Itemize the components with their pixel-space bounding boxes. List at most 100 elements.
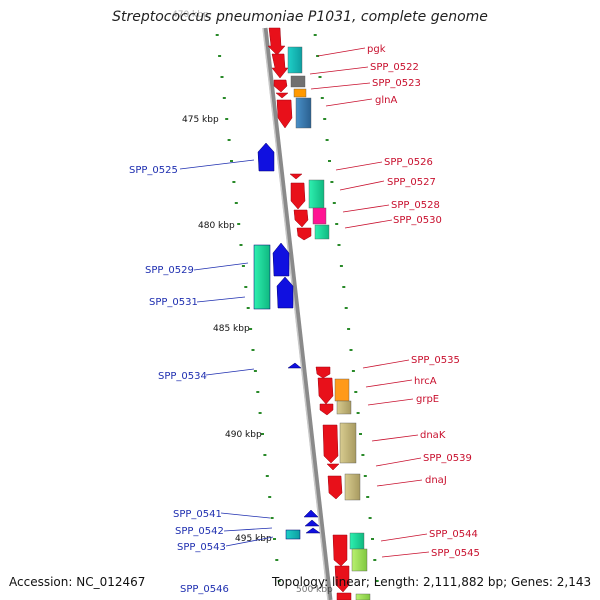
gene-arrow[interactable] xyxy=(273,79,288,93)
gene-arrow[interactable] xyxy=(336,592,352,600)
gene-box[interactable] xyxy=(351,548,368,572)
gene-arrow[interactable] xyxy=(272,242,290,277)
gene-label[interactable]: SPP_0529 xyxy=(145,265,194,276)
gene-label[interactable]: dnaK xyxy=(420,430,446,441)
gene-label[interactable]: glnA xyxy=(375,95,397,106)
gene-box[interactable] xyxy=(308,179,325,209)
guide-dot xyxy=(328,160,331,162)
gene-arrow[interactable] xyxy=(271,53,289,79)
gene-label[interactable]: SPP_0541 xyxy=(173,509,222,520)
guide-dot xyxy=(356,412,360,414)
gene-label[interactable]: SPP_0528 xyxy=(391,200,440,211)
guide-dot xyxy=(363,475,367,477)
gene-arrow[interactable] xyxy=(332,534,348,567)
guide-dot xyxy=(371,538,374,540)
gene-box[interactable] xyxy=(290,75,306,88)
gene-arrow[interactable] xyxy=(334,565,350,593)
gene-box[interactable] xyxy=(355,593,371,600)
gene-box[interactable] xyxy=(314,224,330,240)
gene-arrow[interactable] xyxy=(276,99,293,129)
guide-dot xyxy=(335,223,339,225)
gene-label[interactable]: SPP_0522 xyxy=(370,62,419,73)
guide-dot xyxy=(323,118,327,120)
gene-label[interactable]: SPP_0546 xyxy=(180,584,229,595)
gene-box[interactable] xyxy=(312,207,327,225)
gene-box[interactable] xyxy=(349,532,365,550)
gene-box[interactable] xyxy=(339,422,357,464)
tick-label: 485 kbp xyxy=(213,324,250,334)
gene-label[interactable]: dnaJ xyxy=(425,475,447,486)
gene-arrow[interactable] xyxy=(327,475,343,500)
gene-arrow[interactable] xyxy=(304,519,320,527)
gene-label[interactable]: SPP_0543 xyxy=(177,542,226,553)
gene-arrow[interactable] xyxy=(305,527,321,534)
guide-dot xyxy=(330,181,334,183)
gene-label[interactable]: SPP_0539 xyxy=(423,453,472,464)
guide-dot xyxy=(246,307,250,309)
gene-arrow[interactable] xyxy=(257,142,275,172)
guide-dot xyxy=(351,370,355,372)
gene-label[interactable]: SPP_0542 xyxy=(175,526,224,537)
gene-arrow[interactable] xyxy=(276,276,294,309)
guide-dot xyxy=(275,559,279,561)
guide-dot xyxy=(215,34,219,36)
gene-arrow[interactable] xyxy=(275,92,289,99)
right-labels xyxy=(309,47,430,558)
guide-dot xyxy=(339,265,343,267)
gene-arrow[interactable] xyxy=(326,463,340,471)
guide-dot xyxy=(361,454,365,456)
guide-dot xyxy=(222,97,226,99)
gene-label[interactable]: SPP_0530 xyxy=(393,215,442,226)
gene-label[interactable]: SPP_0545 xyxy=(431,548,480,559)
gene-box[interactable] xyxy=(253,244,271,310)
gene-label[interactable]: hrcA xyxy=(414,376,437,387)
guide-dot xyxy=(251,349,255,351)
gene-arrow[interactable] xyxy=(289,173,303,180)
guide-dot xyxy=(354,391,358,393)
guide-dot xyxy=(277,580,281,582)
gene-label[interactable]: SPP_0535 xyxy=(411,355,460,366)
gene-label[interactable]: pgk xyxy=(367,44,386,55)
gene-label[interactable]: SPP_0527 xyxy=(387,177,436,188)
gene-box[interactable] xyxy=(287,46,303,74)
guide-dot xyxy=(373,559,377,561)
gene-arrow[interactable] xyxy=(303,509,319,518)
gene-label[interactable]: SPP_0531 xyxy=(149,297,198,308)
gene-arrow[interactable] xyxy=(296,227,312,241)
guide-dot xyxy=(318,76,322,78)
guide-dot xyxy=(347,328,351,330)
guide-dot xyxy=(253,370,257,372)
gene-label[interactable]: SPP_0523 xyxy=(372,78,421,89)
gene-arrow[interactable] xyxy=(317,377,334,405)
gene-box[interactable] xyxy=(295,97,312,129)
gene-box[interactable] xyxy=(336,400,352,415)
right-label-text: pgk SPP_0522 SPP_0523 glnA SPP_0526 SPP_… xyxy=(367,44,480,559)
guide-dot xyxy=(232,181,236,183)
gene-arrow[interactable] xyxy=(290,182,306,210)
gene-box[interactable] xyxy=(344,473,361,501)
gene-label[interactable]: SPP_0525 xyxy=(129,165,178,176)
gene-arrow[interactable] xyxy=(322,424,339,464)
gene-label[interactable]: SPP_0526 xyxy=(384,157,433,168)
gene-arrow[interactable] xyxy=(267,27,286,56)
guide-dot xyxy=(256,391,260,393)
guide-dot xyxy=(344,307,348,309)
gene-arrow[interactable] xyxy=(315,366,331,379)
gene-arrow[interactable] xyxy=(293,209,309,228)
tick-label: 480 kbp xyxy=(198,221,235,231)
guide-dot xyxy=(268,496,272,498)
gene-box[interactable] xyxy=(285,529,301,540)
guide-dot xyxy=(316,55,320,57)
gene-arrow[interactable] xyxy=(287,362,302,369)
tick-labels: 470 kbp 475 kbp 480 kbp 485 kbp 490 kbp … xyxy=(172,10,333,595)
gene-box[interactable] xyxy=(334,378,350,402)
gene-label[interactable]: SPP_0534 xyxy=(158,371,207,382)
reverse-genes xyxy=(253,142,321,540)
guide-dot xyxy=(337,244,341,246)
gene-label[interactable]: SPP_0544 xyxy=(429,529,478,540)
gene-arrow[interactable] xyxy=(319,403,334,416)
guide-dot xyxy=(227,139,231,141)
gene-box[interactable] xyxy=(293,88,307,98)
gene-label[interactable]: grpE xyxy=(416,394,439,405)
